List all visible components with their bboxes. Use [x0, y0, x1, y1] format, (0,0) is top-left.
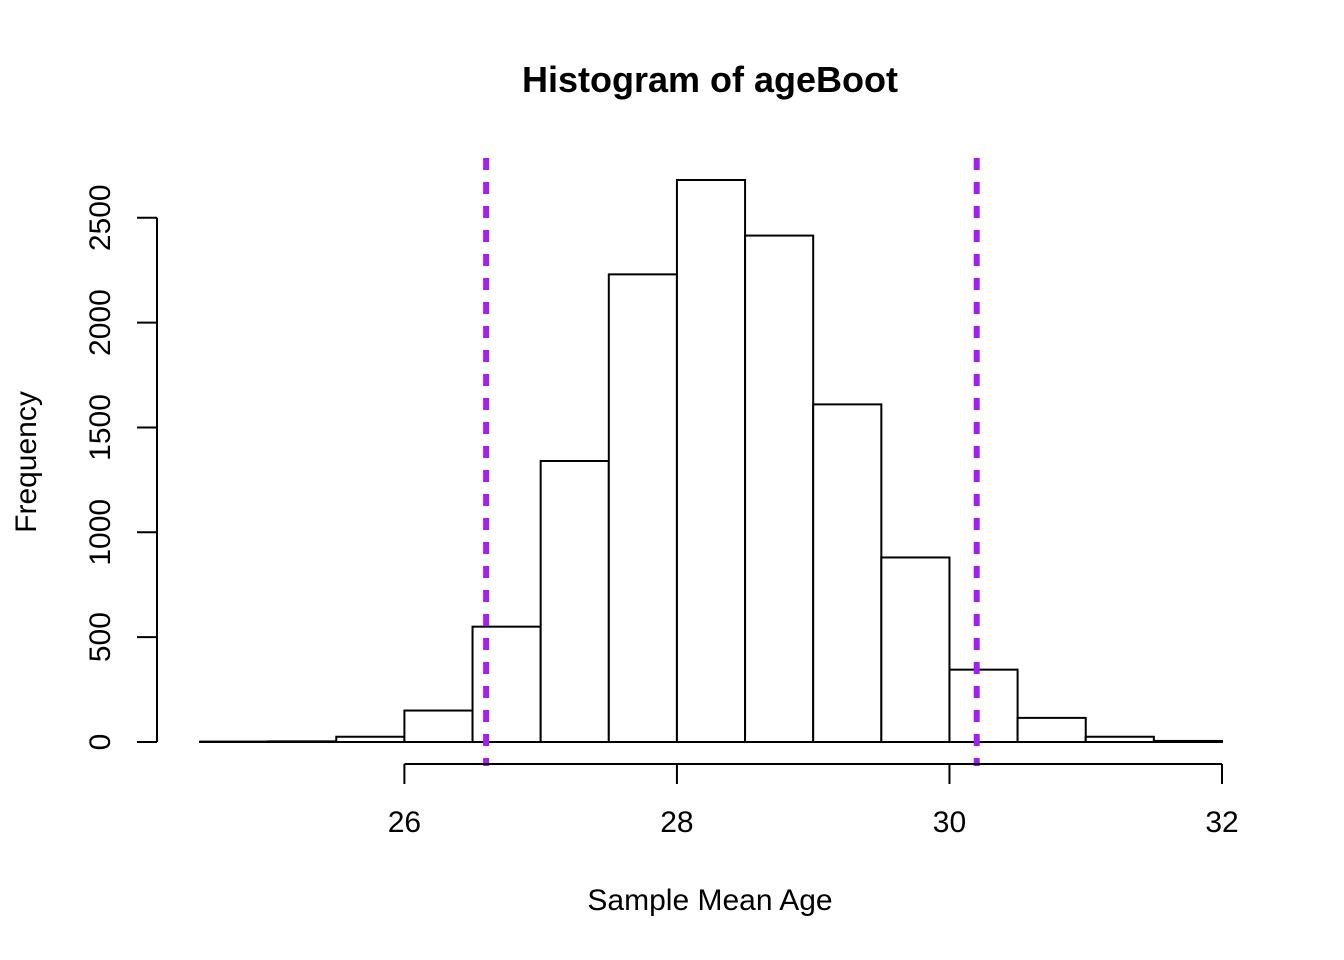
y-tick-label: 1500 — [84, 394, 117, 461]
histogram-bar — [1152, 739, 1224, 743]
histogram-bar — [607, 273, 678, 743]
histogram-bar — [812, 403, 883, 743]
x-tick-label: 28 — [660, 806, 693, 839]
x-tick-label: 26 — [388, 806, 421, 839]
y-tick-label: 2000 — [84, 289, 117, 356]
chart-title: Histogram of ageBoot — [522, 59, 898, 100]
histogram-bar — [539, 460, 610, 743]
x-axis: 26 28 30 32 — [388, 763, 1239, 839]
histogram-bar — [471, 625, 542, 744]
histogram-bar — [1084, 735, 1155, 743]
y-tick-label: 1000 — [84, 499, 117, 566]
histogram-bar — [403, 709, 474, 744]
histogram-bar — [880, 556, 951, 744]
y-tick-label: 500 — [84, 612, 117, 662]
y-tick-label: 2500 — [84, 184, 117, 251]
histogram-bar — [1016, 716, 1087, 744]
ci-lines-group — [483, 158, 980, 766]
y-tick-label: 0 — [84, 734, 117, 751]
histogram-bar — [335, 735, 406, 743]
y-axis-label: Frequency — [10, 391, 43, 533]
x-axis-label: Sample Mean Age — [587, 884, 832, 917]
y-axis: 0 500 1000 1500 2000 2500 — [84, 184, 158, 751]
histogram-bar — [744, 234, 815, 743]
x-tick-label: 30 — [933, 806, 966, 839]
histogram-bar — [675, 179, 747, 743]
x-tick-label: 32 — [1205, 806, 1238, 839]
histogram-bar — [948, 668, 1019, 744]
histogram-bar — [267, 740, 338, 744]
bars-group — [199, 179, 1224, 744]
